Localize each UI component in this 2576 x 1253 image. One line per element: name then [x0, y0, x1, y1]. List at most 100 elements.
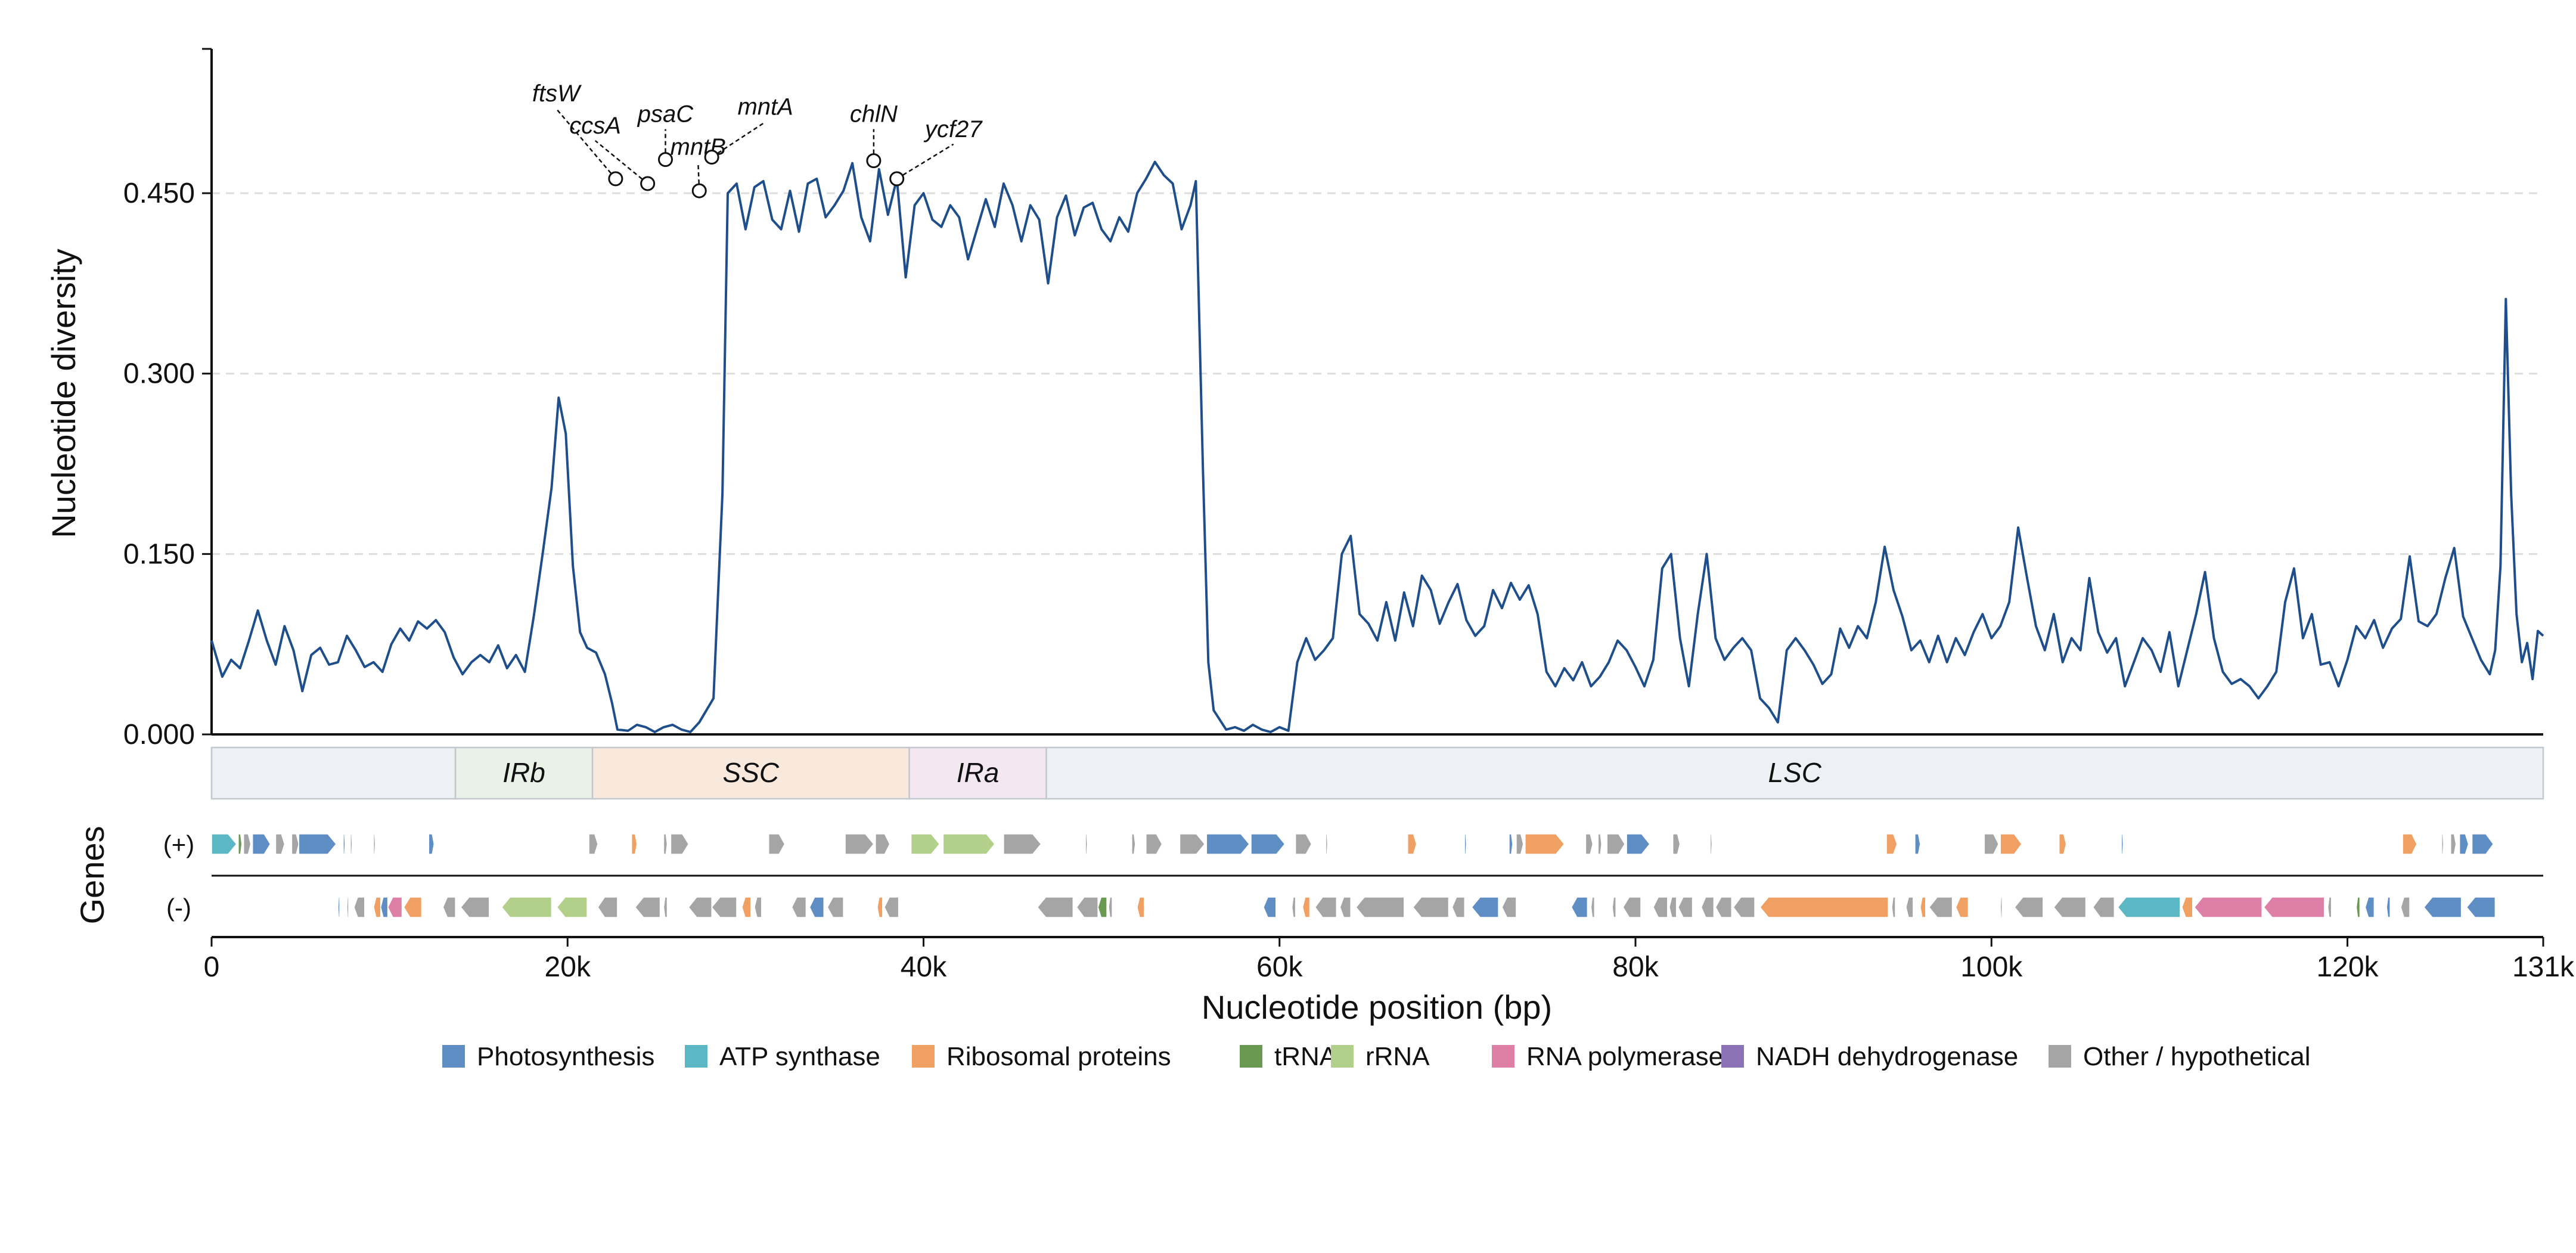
gene-feature [2117, 897, 2181, 918]
region-band [454, 746, 594, 800]
gene-feature [403, 897, 423, 918]
gene-feature [2193, 897, 2262, 918]
legend-label: Other / hypothetical [2083, 1042, 2311, 1071]
gene-feature [2400, 897, 2410, 918]
gene-feature [501, 897, 553, 918]
gene-feature [1622, 897, 1641, 918]
peak-marker [889, 171, 905, 187]
gene-feature [337, 897, 340, 918]
genome-regions: IRb SSC IRa LSC [210, 746, 2544, 800]
gene-feature [1677, 897, 1693, 918]
gene-feature [1955, 897, 1969, 918]
gene-feature [1914, 833, 1921, 855]
gene-feature [1516, 833, 1524, 855]
gene-feature [883, 897, 899, 918]
peak-label: ycf27 [923, 116, 983, 142]
diversity-line [210, 160, 2544, 733]
gene-feature [1179, 833, 1206, 855]
gene-feature [877, 897, 883, 918]
legend-label: RNA polymerase [1526, 1042, 1723, 1071]
gene-feature [2181, 897, 2193, 918]
region-label: SSC [723, 757, 780, 788]
gene-feature [1097, 897, 1107, 918]
gene-feature [1325, 833, 1329, 855]
gene-feature [670, 833, 690, 855]
gene-feature [1571, 897, 1588, 918]
x-tick-label: 20k [545, 951, 591, 983]
region-band [1045, 746, 2544, 800]
gene-feature [1076, 897, 1098, 918]
gene-feature [1709, 833, 1713, 855]
gene-feature [353, 897, 365, 918]
gene-feature [2355, 897, 2361, 918]
gene-feature [663, 897, 668, 918]
legend-swatch [2049, 1045, 2071, 1068]
legend-label: Ribosomal proteins [946, 1042, 1171, 1071]
gene-feature [1891, 897, 1896, 918]
peak-marker [657, 152, 673, 168]
gene-feature [1036, 897, 1074, 918]
gene-feature [588, 833, 598, 855]
legend-swatch [1492, 1045, 1514, 1068]
region-label: IRb [502, 757, 545, 788]
gene-feature [2327, 897, 2332, 918]
gene-feature [754, 897, 762, 918]
strand-label: (-) [166, 894, 191, 922]
legend-label: tRNA [1274, 1042, 1337, 1071]
gene-feature [243, 833, 252, 855]
gene-feature [1672, 833, 1681, 855]
region-label: IRa [957, 757, 1000, 788]
gene-feature [741, 897, 752, 918]
gene-feature [343, 833, 346, 855]
x-tick-label: 120k [2316, 951, 2379, 983]
gene-feature [373, 897, 381, 918]
gene-feature [373, 833, 376, 855]
axes: 0.000 0.150 0.300 0.450 [123, 48, 2543, 750]
gene-feature [809, 897, 825, 918]
gene-feature [597, 897, 618, 918]
legend-swatch [912, 1045, 935, 1068]
x-axis-title: Nucleotide position (bp) [1202, 988, 1552, 1026]
gene-feature [942, 833, 995, 855]
x-tick-label: 100k [1960, 951, 2023, 983]
gene-feature [2263, 897, 2325, 918]
legend-swatch [1331, 1045, 1354, 1068]
gene-feature [1085, 833, 1088, 855]
gene-feature [1471, 897, 1499, 918]
gene-feature [2441, 833, 2444, 855]
legend-label: Photosynthesis [477, 1042, 654, 1071]
peak-label: psaC [637, 101, 694, 128]
peak-marker [704, 150, 719, 165]
gene-feature [1590, 897, 1596, 918]
gene-feature [350, 833, 353, 855]
gene-feature [1759, 897, 1889, 918]
gene-feature [275, 833, 285, 855]
gene-feature [2121, 833, 2124, 855]
gene-feature [1653, 897, 1668, 918]
gene-feature [1700, 897, 1715, 918]
gene-feature [1263, 897, 1277, 918]
gene-feature [1606, 833, 1625, 855]
gene-feature [827, 897, 844, 918]
strand-label: (+) [163, 830, 195, 858]
peak-marker [640, 176, 656, 191]
gene-feature [2386, 897, 2391, 918]
gene-feature [298, 833, 337, 855]
gene-feature [1585, 833, 1594, 855]
peak-marker [608, 171, 623, 187]
legend-swatch [1240, 1045, 1262, 1068]
gene-feature [1886, 833, 1898, 855]
gene-feature [791, 897, 807, 918]
gene-feature [1920, 897, 1926, 918]
region-band [591, 746, 910, 800]
gene-feature [634, 897, 661, 918]
gene-feature [2364, 897, 2375, 918]
legend-swatch [685, 1045, 707, 1068]
gene-feature [380, 897, 389, 918]
legend-label: ATP synthase [719, 1042, 880, 1071]
x-tick-label: 80k [1612, 951, 1659, 983]
x-tick-label: 0 [204, 951, 220, 983]
gene-feature [1291, 897, 1296, 918]
